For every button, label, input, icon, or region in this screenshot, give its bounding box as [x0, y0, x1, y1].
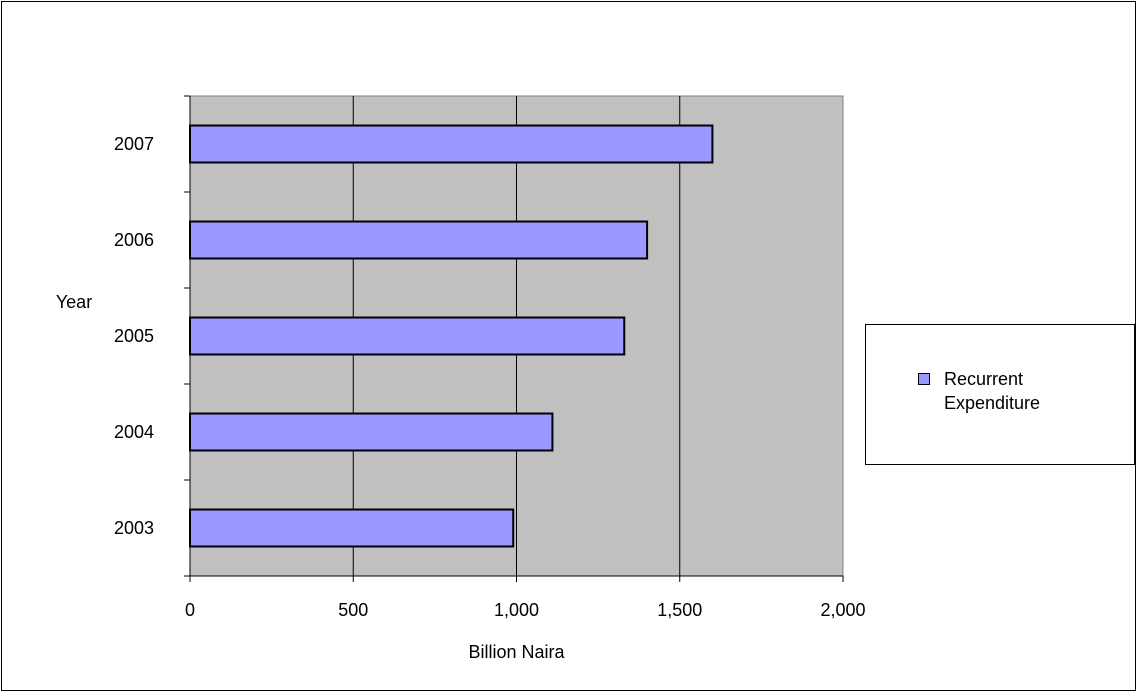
x-tick-label: 1,500 [657, 600, 702, 620]
x-tick-label: 500 [338, 600, 368, 620]
bar-2003 [189, 508, 515, 548]
legend-label: Recurrent Expenditure [944, 369, 1041, 413]
y-axis-title: Year [56, 292, 92, 312]
y-tick-label: 2005 [114, 326, 154, 346]
bar-2005 [189, 316, 626, 356]
y-tick-label: 2006 [114, 230, 154, 250]
legend-swatch [918, 373, 930, 385]
x-tick-label: 2,000 [820, 600, 865, 620]
y-tick-label: 2007 [114, 134, 154, 154]
legend: Recurrent Expenditure [865, 324, 1135, 465]
x-tick-label: 1,000 [494, 600, 539, 620]
y-tick-label: 2003 [114, 518, 154, 538]
tick-labels: 0 500 1,000 1,500 2,000 2003 2004 2005 2006 2007 [114, 134, 866, 620]
bar-2007 [189, 124, 714, 164]
y-tick-label: 2004 [114, 422, 154, 442]
x-axis-title: Billion Naira [468, 642, 565, 662]
bars [189, 124, 714, 548]
bar-2004 [189, 412, 554, 452]
x-tick-label: 0 [185, 600, 195, 620]
bar-2006 [189, 220, 649, 260]
